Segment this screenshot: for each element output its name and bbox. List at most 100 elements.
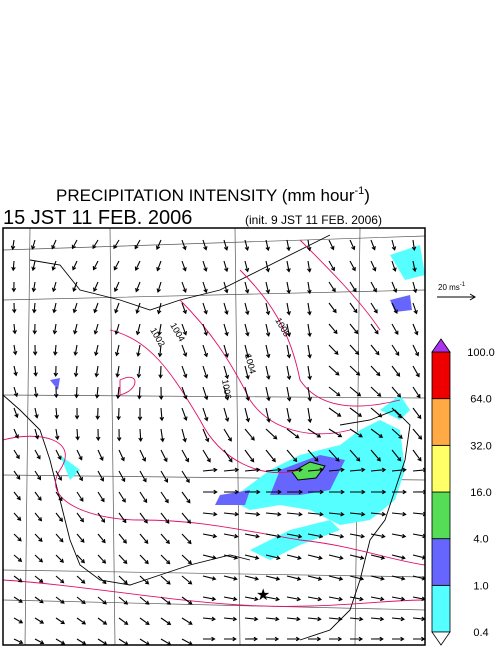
wind-arrow [97, 533, 106, 544]
wind-arrow [202, 239, 208, 251]
wind-arrow [181, 449, 190, 463]
wind-arrow [160, 470, 169, 483]
wind-arrow [370, 407, 383, 418]
wind-arrow [34, 596, 44, 604]
wind-arrow [307, 344, 312, 359]
wind-arrow [328, 636, 343, 642]
wind-arrow [370, 596, 385, 602]
wind-arrow [328, 239, 335, 251]
title-superscript: -1 [355, 185, 365, 197]
wind-arrow [160, 512, 170, 524]
wind-arrow [55, 512, 64, 522]
wind-arrow [13, 386, 19, 398]
wind-arrow [118, 617, 129, 625]
isobar-label: 1004 [243, 353, 258, 375]
wind-arrow [286, 636, 301, 642]
wind-arrow [370, 281, 377, 293]
map-frame [2, 227, 426, 646]
wind-arrow [51, 260, 57, 271]
wind-arrow [53, 386, 59, 399]
wind-arrow [202, 260, 208, 272]
colorbar-segment [431, 491, 451, 540]
reference-vector-superscript: -1 [460, 282, 466, 288]
reference-vector-label: 20 ms-1 [438, 282, 466, 292]
wind-arrow [328, 386, 341, 397]
wind-arrow [328, 467, 345, 473]
wind-arrow [244, 616, 259, 622]
wind-arrow [223, 428, 232, 442]
wind-arrow [94, 386, 100, 399]
colorbar-tick-label: 4.0 [473, 534, 488, 546]
wind-arrow [30, 239, 36, 250]
wind-arrow [116, 407, 121, 421]
wind-arrow [223, 302, 229, 315]
wind-arrow [13, 512, 22, 521]
wind-arrow [139, 596, 150, 605]
wind-arrow [370, 511, 387, 517]
wind-arrow [412, 575, 425, 581]
wind-arrow [286, 511, 303, 517]
colorbar-tick-label: 100.0 [467, 347, 495, 359]
wind-arrow [370, 636, 384, 642]
wind-arrow [160, 596, 172, 605]
wind-arrow [34, 617, 45, 624]
wind-arrow [223, 260, 229, 273]
wind-arrow [244, 260, 250, 273]
wind-arrow [370, 239, 376, 251]
wind-arrow [370, 302, 378, 314]
wind-arrow [370, 575, 385, 581]
wind-arrow [349, 596, 364, 602]
wind-arrow [370, 323, 379, 335]
wind-arrow [97, 491, 105, 503]
station-marker: ★ [256, 587, 270, 604]
wind-arrow [181, 575, 193, 585]
wind-arrow [223, 636, 237, 642]
wind-arrow [370, 533, 386, 539]
colorbar-segment [431, 538, 451, 586]
wind-arrow [76, 533, 85, 543]
wind-arrow [412, 344, 420, 357]
wind-arrow [391, 636, 405, 642]
wind-arrow [244, 489, 261, 495]
wind-arrow [265, 449, 276, 463]
wind-arrow [115, 365, 120, 378]
wind-arrow [33, 365, 38, 377]
wind-arrow [158, 365, 163, 379]
wind-arrow [391, 596, 406, 602]
wind-arrow [181, 470, 190, 484]
wind-arrow [244, 575, 260, 581]
wind-arrow [370, 489, 387, 495]
wind-arrow [202, 511, 218, 517]
wind-arrow [113, 260, 120, 271]
wind-arrow [286, 596, 302, 602]
wind-arrow [116, 428, 122, 442]
wind-arrow [118, 533, 127, 544]
wind-arrow [10, 239, 16, 251]
wind-arrow [139, 449, 147, 462]
wind-arrow [307, 407, 313, 424]
wind-arrow [307, 467, 324, 473]
wind-arrow [202, 554, 217, 560]
wind-arrow [328, 344, 339, 355]
colorbar-segment [431, 584, 451, 633]
wind-arrow [265, 386, 271, 402]
wind-arrow [202, 489, 218, 495]
wind-arrow [181, 596, 193, 605]
wind-arrow [202, 467, 218, 473]
wind-arrow [370, 554, 386, 560]
wind-arrow [76, 638, 87, 645]
wind-arrow [265, 533, 282, 539]
wind-arrow [265, 636, 280, 642]
wind-arrow [114, 323, 120, 336]
wind-arrow [138, 428, 143, 443]
wind-arrow [155, 239, 162, 250]
wind-arrow [328, 489, 345, 495]
wind-arrow [391, 302, 398, 315]
wind-arrow [223, 554, 239, 560]
wind-arrow [307, 554, 323, 560]
colorbar-under [431, 631, 451, 646]
wind-arrow [328, 281, 336, 293]
colorbar-tick-label: 16.0 [470, 487, 491, 499]
wind-arrow [202, 533, 218, 539]
